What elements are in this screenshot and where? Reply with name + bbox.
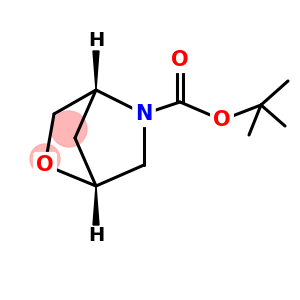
Text: O: O bbox=[213, 110, 231, 130]
Circle shape bbox=[30, 144, 60, 174]
Text: H: H bbox=[88, 226, 104, 245]
Text: N: N bbox=[135, 104, 153, 124]
Text: H: H bbox=[88, 31, 104, 50]
Text: O: O bbox=[36, 155, 54, 175]
Polygon shape bbox=[93, 186, 99, 225]
Text: O: O bbox=[171, 50, 189, 70]
Polygon shape bbox=[93, 51, 99, 90]
Circle shape bbox=[51, 111, 87, 147]
